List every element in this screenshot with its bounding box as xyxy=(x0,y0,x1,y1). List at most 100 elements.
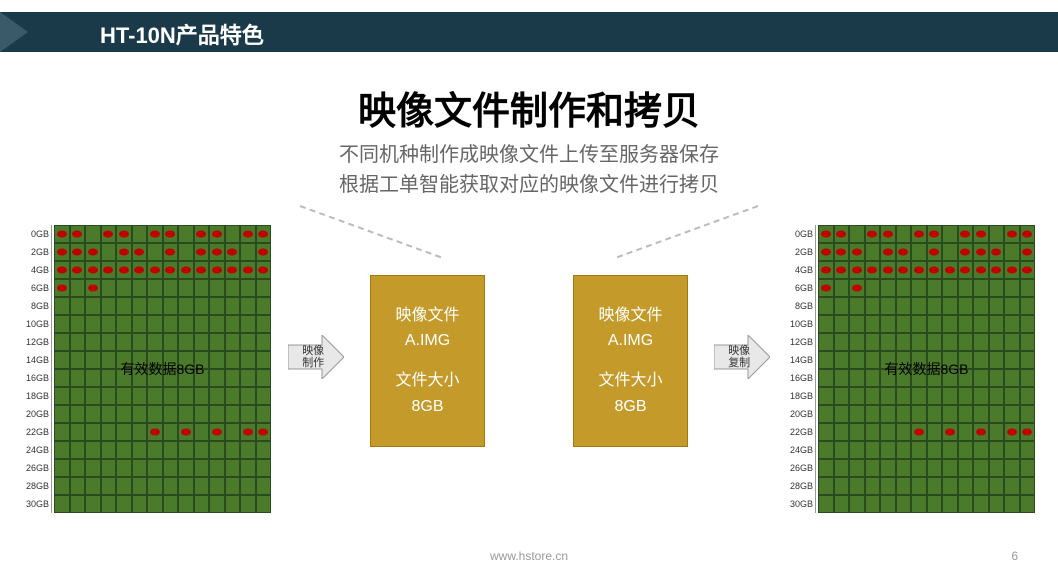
data-dot-icon xyxy=(196,267,206,274)
disk-cell xyxy=(240,423,256,441)
disk-cell xyxy=(927,423,943,441)
disk-cell xyxy=(240,279,256,297)
disk-cell xyxy=(880,477,896,495)
disk-cell xyxy=(163,261,179,279)
disk-cell xyxy=(865,477,881,495)
disk-cell xyxy=(116,261,132,279)
disk-cell xyxy=(834,405,850,423)
disk-cell xyxy=(194,261,210,279)
disk-cell xyxy=(834,423,850,441)
disk-cell xyxy=(209,351,225,369)
data-dot-icon xyxy=(134,267,144,274)
disk-cell xyxy=(958,279,974,297)
disk-cell xyxy=(225,333,241,351)
disk-cell xyxy=(209,297,225,315)
disk-cell xyxy=(865,261,881,279)
disk-cell xyxy=(973,243,989,261)
disk-cell xyxy=(896,297,912,315)
disk-cell xyxy=(973,441,989,459)
disk-cell xyxy=(85,297,101,315)
disk-cell xyxy=(818,405,834,423)
disk-cell xyxy=(896,387,912,405)
disk-cell xyxy=(911,477,927,495)
arrow-copy-label: 映像复制 xyxy=(728,345,750,369)
disk-cell xyxy=(973,315,989,333)
row-label: 10GB xyxy=(22,315,52,333)
row-label: 16GB xyxy=(786,369,816,387)
disk-cell xyxy=(209,387,225,405)
disk-cell xyxy=(54,369,70,387)
disk-cell xyxy=(225,351,241,369)
disk-cell xyxy=(194,423,210,441)
disk-cell xyxy=(225,441,241,459)
disk-cell xyxy=(256,315,272,333)
disk-cell xyxy=(225,387,241,405)
disk-cell xyxy=(240,261,256,279)
disk-cell xyxy=(209,315,225,333)
disk-cell xyxy=(225,279,241,297)
disk-cell xyxy=(256,387,272,405)
disk-cell xyxy=(849,243,865,261)
disk-cell xyxy=(116,423,132,441)
disk-cell xyxy=(989,423,1005,441)
disk-cell xyxy=(101,225,117,243)
data-dot-icon xyxy=(212,429,222,436)
data-dot-icon xyxy=(165,249,175,256)
disk-cell xyxy=(942,225,958,243)
disk-cell xyxy=(116,279,132,297)
disk-cell xyxy=(240,387,256,405)
disk-cell xyxy=(865,441,881,459)
footer-url: www.hstore.cn xyxy=(0,549,1058,563)
data-dot-icon xyxy=(960,231,970,238)
disk-cell xyxy=(942,297,958,315)
disk-cell xyxy=(132,297,148,315)
disk-cell xyxy=(163,405,179,423)
disk-cell xyxy=(240,225,256,243)
disk-cell xyxy=(896,261,912,279)
disk-cell xyxy=(70,279,86,297)
disk-cell xyxy=(1004,495,1020,513)
disk-cell xyxy=(942,261,958,279)
disk-cell xyxy=(989,297,1005,315)
disk-cell xyxy=(849,351,865,369)
disk-cell xyxy=(54,333,70,351)
data-dot-icon xyxy=(821,249,831,256)
disk-cell xyxy=(101,495,117,513)
disk-cell xyxy=(116,441,132,459)
disk-cell xyxy=(163,297,179,315)
data-dot-icon xyxy=(945,429,955,436)
disk-cell xyxy=(132,225,148,243)
data-dot-icon xyxy=(227,267,237,274)
imgbox-line: 8GB xyxy=(371,394,484,420)
disk-cell xyxy=(942,405,958,423)
disk-cell xyxy=(225,315,241,333)
disk-cell xyxy=(896,225,912,243)
disk-cell xyxy=(1004,477,1020,495)
disk-cell xyxy=(896,441,912,459)
disk-cell xyxy=(225,261,241,279)
disk-cell xyxy=(989,441,1005,459)
disk-cell xyxy=(178,225,194,243)
disk-cell xyxy=(989,351,1005,369)
disk-cell xyxy=(973,459,989,477)
disk-cell xyxy=(54,441,70,459)
disk-cell xyxy=(880,315,896,333)
row-label: 28GB xyxy=(786,477,816,495)
disk-cell xyxy=(147,315,163,333)
disk-cell xyxy=(147,243,163,261)
disk-cell xyxy=(54,297,70,315)
disk-cell xyxy=(240,459,256,477)
disk-cell xyxy=(116,225,132,243)
row-label: 4GB xyxy=(786,261,816,279)
disk-cell xyxy=(927,405,943,423)
disk-cell xyxy=(85,459,101,477)
disk-cell xyxy=(880,261,896,279)
disk-cell xyxy=(256,333,272,351)
dashed-ray-right xyxy=(617,205,759,258)
imgbox-line: A.IMG xyxy=(574,328,687,354)
header-chevron-icon xyxy=(0,12,28,52)
disk-cell xyxy=(116,459,132,477)
data-dot-icon xyxy=(852,249,862,256)
disk-cell xyxy=(880,333,896,351)
disk-cell xyxy=(1004,297,1020,315)
